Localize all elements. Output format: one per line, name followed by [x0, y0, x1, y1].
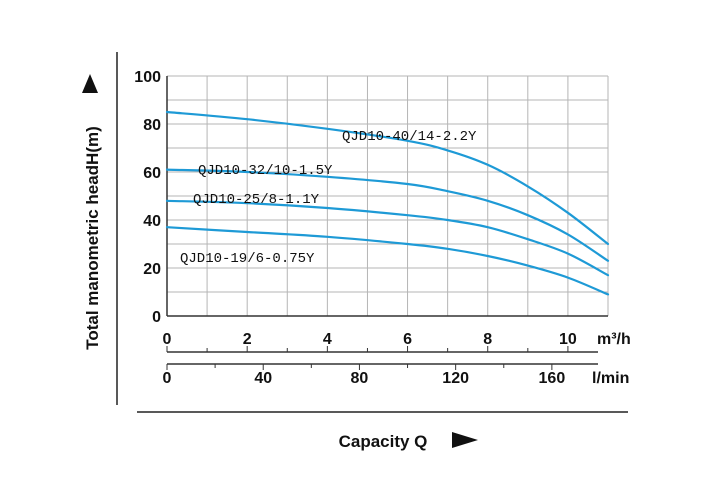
plot-frame — [166, 76, 608, 317]
x-primary-tick-label: 0 — [163, 331, 172, 348]
x-primary-tick-label: 2 — [243, 331, 252, 348]
x-unit-primary: m³/h — [597, 331, 631, 348]
series-line-3 — [165, 199, 610, 277]
x-axis-title: Capacity Q — [339, 432, 428, 451]
y-tick-label: 40 — [143, 213, 161, 230]
y-tick-label: 80 — [143, 117, 161, 134]
x-primary-tick-label: 4 — [323, 331, 332, 348]
x-secondary-tick-label: 40 — [254, 370, 272, 387]
x-secondary-tick-label: 160 — [539, 370, 566, 387]
series-line-4 — [165, 226, 610, 296]
x-axis-arrow-icon — [452, 432, 478, 448]
y-axis-ticks: 0 20 40 60 80 100 — [134, 69, 161, 326]
y-axis-title: Total manometric headH(m) — [83, 126, 102, 350]
series-line-1 — [165, 110, 610, 246]
series-label-1: QJD10-40/14-2.2Y — [342, 129, 477, 145]
x-secondary-tick-label: 80 — [351, 370, 369, 387]
y-tick-label: 100 — [134, 69, 161, 86]
x-primary-tick-label: 10 — [559, 331, 577, 348]
series-lines — [165, 110, 610, 296]
x-secondary-tick-label: 120 — [442, 370, 469, 387]
x-primary-tick-label: 8 — [483, 331, 492, 348]
series-label-4: QJD10-19/6-0.75Y — [180, 251, 315, 267]
y-tick-label: 20 — [143, 261, 161, 278]
x-primary-tick-label: 6 — [403, 331, 412, 348]
x-axis-primary: 0 2 4 6 8 10 — [163, 331, 598, 353]
series-line-2 — [165, 168, 610, 262]
y-tick-label: 0 — [152, 309, 161, 326]
series-label-2: QJD10-32/10-1.5Y — [198, 163, 333, 179]
x-unit-secondary: l/min — [592, 370, 629, 387]
series-labels: QJD10-40/14-2.2Y QJD10-32/10-1.5Y QJD10-25… — [180, 129, 477, 267]
y-axis-arrow-icon — [82, 74, 98, 93]
x-axis-secondary: 0 40 80 120 160 — [163, 363, 598, 387]
x-secondary-tick-label: 0 — [163, 370, 172, 387]
y-tick-label: 60 — [143, 165, 161, 182]
series-label-3: QJD10-25/8-1.1Y — [193, 192, 320, 208]
